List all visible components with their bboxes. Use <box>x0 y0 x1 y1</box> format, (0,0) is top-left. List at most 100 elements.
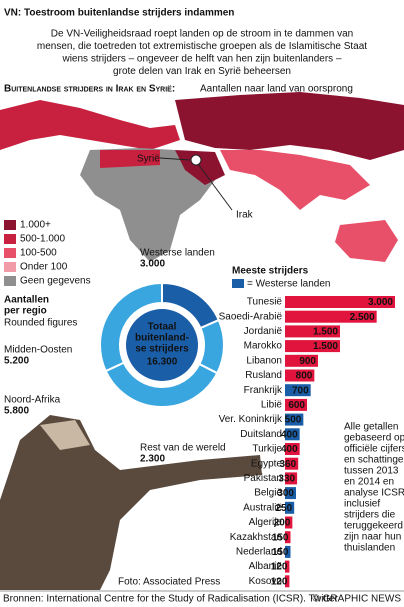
bar <box>285 516 293 529</box>
region-value: 3.000 <box>140 259 165 270</box>
bar <box>285 443 300 455</box>
bar-category: Tunesië <box>247 297 283 308</box>
bar-value: 1.500 <box>313 327 338 338</box>
region-label: Midden-Oosten <box>4 345 72 356</box>
donut-subtitle: per regio <box>4 306 47 317</box>
note-line: teruggekeerd <box>344 521 403 532</box>
note-line: inclusief <box>344 499 380 510</box>
donut-center <box>126 309 198 381</box>
bar-category: Turkije <box>252 444 282 455</box>
bar-category: Libanon <box>246 355 282 366</box>
donut-segment <box>99 281 163 373</box>
bar-title: Meeste strijders <box>232 266 309 277</box>
bar-category: Marokko <box>244 341 283 352</box>
bar-category: Algerije <box>249 517 283 528</box>
bar-value: 150 <box>272 547 289 558</box>
bar <box>285 354 318 367</box>
note-line: zijn naar hun <box>344 532 401 543</box>
bar <box>285 531 291 544</box>
bar-value: 900 <box>299 356 316 367</box>
legend-swatch <box>4 248 16 258</box>
bar-value: 400 <box>281 444 298 455</box>
bar <box>285 325 340 338</box>
bar-category: Nederland <box>236 547 282 558</box>
bar <box>285 501 295 514</box>
donut-title: Aantallen <box>4 295 49 306</box>
bar-value: 2.500 <box>350 312 375 323</box>
irak-pointer <box>197 163 233 211</box>
bar-value: 500 <box>285 415 302 426</box>
legend-swatch <box>4 262 16 272</box>
region-label: Westerse landen <box>140 248 215 259</box>
russia <box>175 92 404 160</box>
bar-category: Jordanië <box>244 326 283 337</box>
bar-category: Rusland <box>245 370 282 381</box>
map-subheading: Aantallen naar land van oorsprong <box>200 84 353 95</box>
note-line: thuislanden <box>344 543 395 554</box>
legend-label: Onder 100 <box>20 262 68 273</box>
center-label: se strijders <box>135 344 189 355</box>
photo <box>0 415 262 590</box>
donut-note: Rounded figures <box>4 318 77 329</box>
australia <box>335 220 398 262</box>
legend-label: 500-1.000 <box>20 234 65 245</box>
bar <box>285 560 290 573</box>
intro-line: De VN-Veiligheidsraad roept landen op de… <box>51 29 353 40</box>
bar-value: 200 <box>274 518 291 529</box>
bar-value: 360 <box>280 459 297 470</box>
bar-category: Australië <box>243 502 282 513</box>
region-label: Noord-Afrika <box>4 395 61 406</box>
title: VN: Toestroom buitenlandse strijders ind… <box>4 8 234 19</box>
note-line: en 2014 en <box>344 477 394 488</box>
bar <box>285 428 300 441</box>
syrie-pointer <box>159 157 191 161</box>
syria-iraq-marker <box>190 154 202 166</box>
bar-category: Albanië <box>249 561 283 572</box>
source: Bronnen: International Centre for the St… <box>3 594 339 605</box>
region-value: 2.300 <box>140 454 165 465</box>
center-value: 16.300 <box>147 357 178 368</box>
bar-category: Frankrijk <box>244 385 283 396</box>
bar-category: Egypte <box>251 458 283 469</box>
legend-label: 1.000+ <box>20 220 51 231</box>
region-label: Rest van de wereld <box>140 443 226 454</box>
note-line: officiële cijfers <box>344 444 404 455</box>
map-label: Irak <box>236 210 254 221</box>
bar-category: Kazakhstan <box>230 532 282 543</box>
bar <box>285 413 304 426</box>
region-value: 5.200 <box>4 356 29 367</box>
north-africa <box>100 150 160 168</box>
bar-value: 600 <box>288 400 305 411</box>
bar-value: 330 <box>278 474 295 485</box>
bar <box>285 296 395 308</box>
legend-swatch <box>4 220 16 230</box>
legend-swatch <box>232 279 244 288</box>
bar-value: 250 <box>275 503 292 514</box>
map-label: Syrië <box>137 154 160 165</box>
map-heading: Buitenlandse strijders in Irak en Syrië: <box>4 84 175 95</box>
asia <box>220 150 370 210</box>
bar-category: Pakistan <box>244 473 282 484</box>
photo-credit: Foto: Associated Press <box>118 577 220 588</box>
bar-value: 300 <box>277 488 294 499</box>
africa <box>80 148 215 262</box>
bar <box>285 575 290 588</box>
credit: © GRAPHIC NEWS <box>313 594 402 605</box>
photo-figure <box>0 415 262 590</box>
bar-category: Duitsland <box>240 429 282 440</box>
note-line: gebaseerd op <box>344 433 404 444</box>
bar-category: Kosovo <box>249 576 283 587</box>
bar-category: Libië <box>261 400 283 411</box>
legend-label: 100-500 <box>20 248 57 259</box>
note-line: analyse ICSR, <box>344 488 404 499</box>
bar-value: 3.000 <box>368 297 393 308</box>
bar <box>285 398 307 411</box>
note-line: en schattingen <box>344 455 404 466</box>
europe <box>0 100 180 150</box>
bar <box>285 310 377 323</box>
map <box>0 92 404 262</box>
bar <box>285 369 315 382</box>
bar-category: Ver. Koninkrijk <box>219 414 283 425</box>
intro-line: mensen, die toetreden tot extremistische… <box>37 41 367 52</box>
